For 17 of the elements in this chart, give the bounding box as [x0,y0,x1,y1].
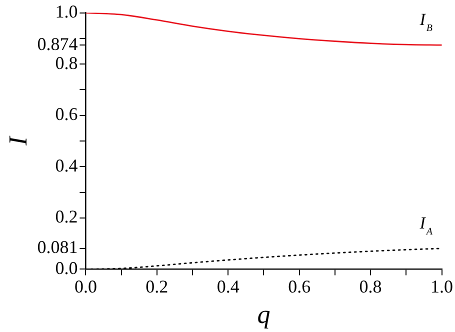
x-tick-label: 0.6 [288,276,311,297]
y-tick-label: 0.8 [55,52,78,73]
x-tick-label: 0.0 [74,276,97,297]
line-series [86,12,442,46]
x-tick-label: 0.4 [216,276,240,297]
y-tick-label: 1.0 [55,2,78,22]
x-axis-title: q [257,300,270,330]
y-tick-label: 0.874 [37,34,78,54]
x-tick-label: 0.8 [359,276,382,297]
y-tick-label: 0.6 [55,104,78,124]
y-axis-title: I [3,135,32,146]
x-tick-label: 1.0 [430,276,453,297]
y-tick-label: 0.0 [55,258,78,278]
x-tick-label: 0.2 [146,276,168,297]
y-tick-label: 0.4 [55,155,78,176]
y-tick-label: 0.2 [55,206,78,227]
y-tick-label: 0.081 [37,237,78,258]
